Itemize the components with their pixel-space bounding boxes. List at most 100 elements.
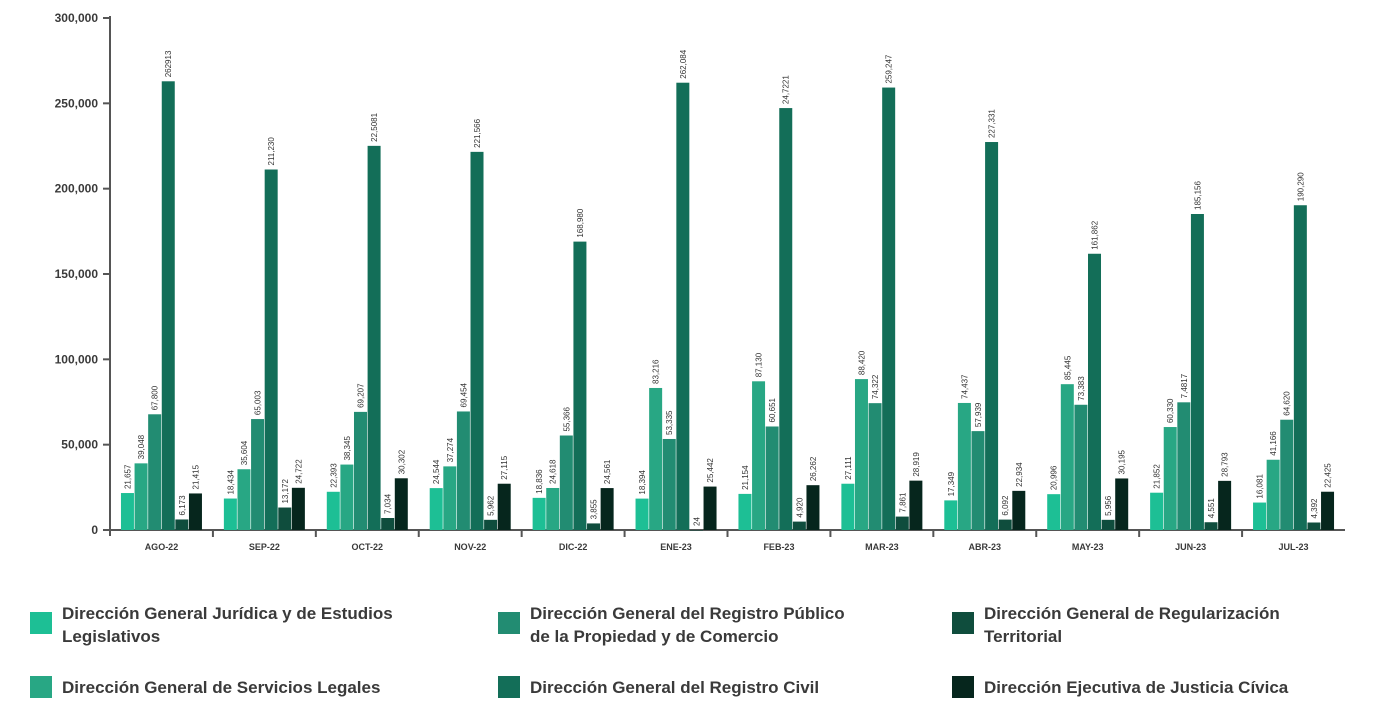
data-label: 21,154: [741, 465, 750, 490]
bar: [957, 402, 971, 530]
data-label: 57,939: [974, 402, 983, 427]
data-label: 26,262: [809, 456, 818, 481]
data-label: 22,934: [1015, 462, 1024, 487]
bar: [909, 480, 923, 530]
data-label: 37,274: [446, 437, 455, 462]
bar: [134, 463, 148, 530]
bar: [882, 87, 896, 530]
data-label: 18,434: [226, 470, 235, 495]
data-label: 168,980: [576, 208, 585, 237]
bar: [1266, 459, 1280, 530]
legend-swatch: [30, 676, 52, 698]
bar: [1307, 522, 1321, 530]
x-axis: AGO-22 SEP-22 OCT-22 NOV-22 DIC-22 ENE-23 FEB-…: [110, 529, 1345, 552]
data-label: 3,855: [590, 499, 599, 520]
x-tick-label: ABR-23: [969, 542, 1002, 552]
bar: [237, 469, 251, 530]
bar: [326, 491, 340, 530]
bar: [1293, 205, 1307, 530]
data-label: 60,651: [768, 397, 777, 422]
data-label: 227,331: [988, 109, 997, 138]
bar: [676, 82, 690, 531]
bar: [1253, 502, 1267, 530]
legend-label: Dirección General del Registro Civil: [530, 676, 819, 699]
bar: [600, 488, 614, 530]
x-tick-label: JUL-23: [1279, 542, 1309, 552]
bar: [1190, 214, 1204, 530]
data-label: 211,230: [267, 137, 276, 166]
legend-label-line: Dirección General de Regularización: [984, 604, 1280, 623]
data-labels: 21,657 39,048 67,800 262913 6,173 21,415 18,43…: [123, 49, 1332, 526]
bar: [1101, 519, 1115, 530]
bar: [559, 435, 573, 530]
bar: [429, 488, 443, 530]
x-tick-label: MAR-23: [865, 542, 899, 552]
bar: [573, 241, 587, 530]
bar: [1150, 492, 1164, 530]
bar-chart: 0 50,000 100,000 150,000 200,000 250,000 300,0…: [55, 11, 1345, 552]
bar: [985, 142, 999, 530]
bar: [868, 403, 882, 530]
data-label: 67,800: [151, 385, 160, 410]
data-label: 4,392: [1310, 498, 1319, 519]
bar: [1204, 522, 1218, 530]
data-label: 7,034: [384, 493, 393, 514]
bar: [251, 419, 265, 530]
legend: Dirección General Jurídica y de Estudios…: [0, 590, 1375, 703]
bar: [353, 411, 367, 530]
bar: [1115, 478, 1129, 530]
legend-item: Dirección General del Registro Civil: [498, 676, 819, 699]
data-label: 27,115: [500, 455, 509, 479]
legend-swatch: [498, 612, 520, 634]
data-label: 13,172: [281, 479, 290, 504]
bar: [443, 466, 457, 530]
bar: [587, 523, 601, 530]
data-label: 28,793: [1221, 452, 1230, 477]
legend-swatch: [498, 676, 520, 698]
data-label: 87,130: [755, 352, 764, 377]
bar: [456, 411, 470, 530]
y-tick-label: 300,000: [55, 11, 99, 25]
data-label: 7,4817: [1180, 373, 1189, 398]
data-label: 73,383: [1077, 376, 1086, 401]
data-label: 39,048: [137, 434, 146, 459]
data-label: 24,7221: [782, 75, 791, 104]
data-label: 6,173: [178, 495, 187, 516]
bar: [367, 145, 381, 530]
bar: [752, 381, 766, 530]
bar: [470, 151, 484, 530]
x-tick-label: ENE-23: [660, 542, 692, 552]
data-label: 21,852: [1153, 464, 1162, 489]
legend-label: Dirección General Jurídica y de Estudios…: [62, 602, 393, 648]
bar: [841, 483, 855, 530]
data-label: 22,393: [329, 463, 338, 488]
bar: [497, 483, 511, 530]
bar: [944, 500, 958, 530]
bar: [1177, 402, 1191, 530]
bar: [635, 498, 649, 530]
data-label: 24,722: [294, 459, 303, 484]
legend-swatch: [30, 612, 52, 634]
data-label: 41,166: [1269, 431, 1278, 456]
data-label: 24,618: [549, 459, 558, 484]
bar: [1060, 384, 1074, 530]
legend-label-line: Territorial: [984, 627, 1063, 646]
bar: [120, 493, 134, 530]
data-label: 4,551: [1207, 498, 1216, 519]
bar: [381, 517, 395, 530]
bar: [792, 521, 806, 530]
bar: [854, 379, 868, 530]
data-label: 259,247: [885, 54, 894, 83]
data-label: 69,454: [459, 382, 468, 407]
legend-swatch: [952, 676, 974, 698]
x-tick-label: JUN-23: [1175, 542, 1206, 552]
data-label: 74,437: [960, 374, 969, 399]
data-label: 221,566: [473, 118, 482, 147]
data-label: 35,604: [240, 440, 249, 465]
bar: [278, 507, 292, 530]
data-label: 4,920: [795, 497, 804, 518]
data-label: 6,092: [1001, 495, 1010, 516]
data-label: 69,207: [356, 383, 365, 408]
data-label: 24,561: [603, 459, 612, 484]
legend-label: Dirección General del Registro Público de…: [530, 602, 845, 648]
